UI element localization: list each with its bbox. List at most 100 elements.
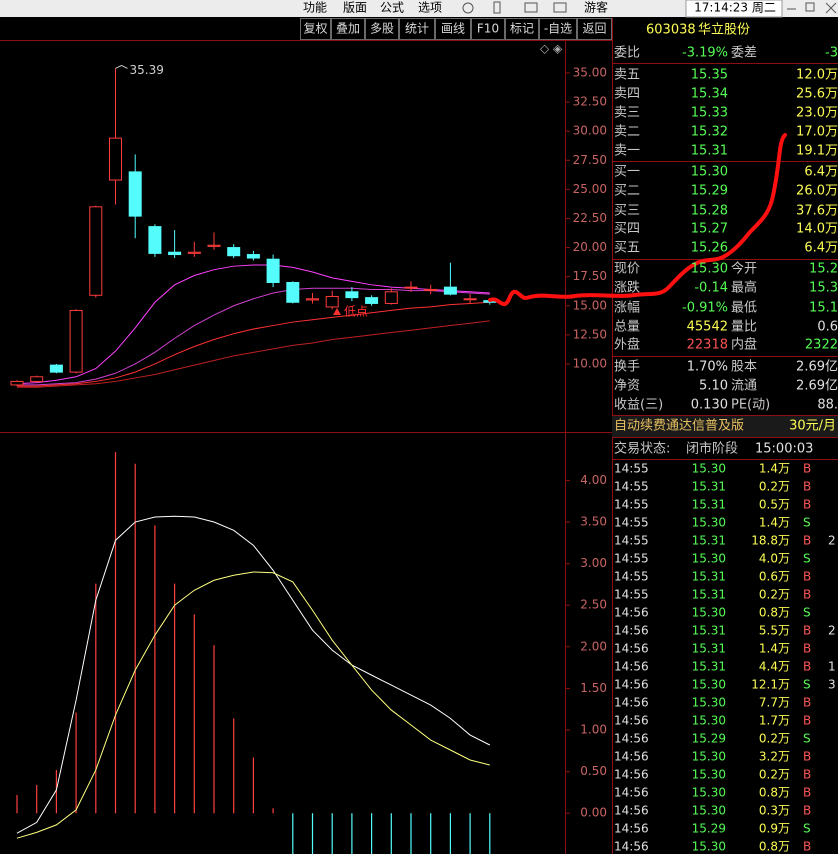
tick-side: B xyxy=(803,588,811,602)
tick-side: S xyxy=(803,732,811,746)
tick-price: 15.30 xyxy=(692,714,726,728)
tick-time: 14:56 xyxy=(614,606,649,620)
tick-time: 14:56 xyxy=(614,624,649,638)
tick-price: 15.31 xyxy=(692,534,726,548)
candle-body xyxy=(49,364,63,373)
tick-side: B xyxy=(803,768,811,782)
toolbar-button[interactable] xyxy=(505,18,539,40)
clock-box xyxy=(685,0,783,18)
quote-label: 涨幅 xyxy=(614,301,640,316)
candle-body xyxy=(227,247,241,257)
tick-count: 3 xyxy=(828,678,836,692)
quote-value: 2.69亿 xyxy=(796,360,838,375)
tick-price: 15.31 xyxy=(692,480,726,494)
tick-side: B xyxy=(803,750,811,764)
order-volume: 6.4万 xyxy=(804,241,838,256)
menu-item[interactable]: 游客 xyxy=(584,0,608,15)
tick-volume: 1.4万 xyxy=(759,462,790,476)
candle-body xyxy=(345,291,359,299)
low-marker xyxy=(333,308,341,315)
icon xyxy=(462,2,474,14)
order-price: 15.34 xyxy=(691,87,728,102)
stock-name: 华立股份 xyxy=(698,23,750,38)
toolbar-button[interactable] xyxy=(331,18,365,40)
quote-value: 0.6 xyxy=(817,320,838,335)
y-tick-label: 27.50 xyxy=(573,153,607,167)
quote-value: 2.69亿 xyxy=(796,379,838,394)
candle-body xyxy=(10,380,24,386)
tick-volume: 0.2万 xyxy=(759,588,790,602)
tick-time: 14:56 xyxy=(614,714,649,728)
candle-body xyxy=(89,206,103,296)
tick-volume: 18.8万 xyxy=(751,534,790,548)
tick-time: 14:56 xyxy=(614,786,649,800)
tick-price: 15.31 xyxy=(692,624,726,638)
tick-price: 15.30 xyxy=(692,750,726,764)
menu-item[interactable]: 版面 xyxy=(343,1,367,15)
tick-count: 2 xyxy=(828,534,836,548)
ad-price[interactable]: 30元/月 xyxy=(789,419,836,434)
candle-body xyxy=(384,291,398,304)
toolbar-button[interactable] xyxy=(471,18,505,40)
high-marker xyxy=(115,64,128,69)
tick-time: 14:56 xyxy=(614,642,649,656)
candle-body xyxy=(306,298,319,301)
quote-label: 涨跌 xyxy=(614,280,640,296)
frame xyxy=(0,18,838,854)
menu-item[interactable]: 选项 xyxy=(418,1,442,15)
icon xyxy=(553,2,567,13)
toolbar-label: 画线 xyxy=(441,22,465,36)
candle-body xyxy=(424,288,438,291)
tick-price: 15.30 xyxy=(692,516,726,530)
quote-label: 净资 xyxy=(614,379,640,394)
tick-volume: 7.7万 xyxy=(759,696,790,710)
y-tick-label: 2.00 xyxy=(580,639,607,653)
candle-body xyxy=(148,226,162,254)
toolbar-button[interactable] xyxy=(435,18,471,40)
quote-value: 2322 xyxy=(805,338,838,353)
quote-value: 0.130 xyxy=(691,398,728,413)
toolbar-button[interactable] xyxy=(365,18,399,40)
tick-time: 14:56 xyxy=(614,750,649,764)
tick-volume: 3.2万 xyxy=(759,750,790,764)
ad-text[interactable]: 自动续费通达信普及版 xyxy=(614,419,744,434)
order-label: 卖三 xyxy=(614,106,640,121)
tick-price: 15.29 xyxy=(692,732,726,746)
toolbar-button[interactable] xyxy=(577,18,612,40)
y-tick-label: 20.00 xyxy=(573,240,607,254)
moving-average xyxy=(17,320,490,388)
candle-body xyxy=(168,251,182,256)
toolbar-label: 标记 xyxy=(510,22,534,36)
menu-item[interactable]: 公式 xyxy=(380,1,404,15)
chart-icons[interactable]: ◇ ◈ xyxy=(540,42,563,56)
y-tick-label: 0.50 xyxy=(580,764,607,778)
tick-time: 14:55 xyxy=(614,534,649,548)
order-price: 15.29 xyxy=(691,184,728,199)
toolbar-button[interactable] xyxy=(399,18,435,40)
tick-time: 14:55 xyxy=(614,480,649,494)
quote-value: -0.91% xyxy=(682,301,728,316)
toolbar-label: F10 xyxy=(477,22,499,36)
tick-price: 15.30 xyxy=(692,804,726,818)
order-price: 15.32 xyxy=(691,125,728,140)
tick-time: 14:56 xyxy=(614,678,649,692)
tick-time: 14:56 xyxy=(614,768,649,782)
toolbar-button[interactable] xyxy=(539,18,577,40)
quote-value: -0.14 xyxy=(694,281,728,296)
tick-volume: 0.8万 xyxy=(759,606,790,620)
quote-value: 22318 xyxy=(687,338,728,353)
order-label: 卖四 xyxy=(614,87,640,102)
order-volume: 14.0万 xyxy=(796,222,838,237)
toolbar-button[interactable] xyxy=(300,18,331,40)
tick-side: S xyxy=(803,606,811,620)
tick-price: 15.30 xyxy=(692,696,726,710)
tick-volume: 4.4万 xyxy=(759,660,790,674)
quote-value: -3 xyxy=(825,46,838,61)
candle-body xyxy=(30,376,44,382)
order-volume: 19.1万 xyxy=(796,144,838,159)
ad-bar[interactable] xyxy=(612,416,838,437)
quote-value: 15.30 xyxy=(691,262,728,277)
menu-item[interactable]: 功能 xyxy=(303,1,327,15)
tick-side: B xyxy=(803,534,811,548)
tick-price: 15.31 xyxy=(692,660,726,674)
